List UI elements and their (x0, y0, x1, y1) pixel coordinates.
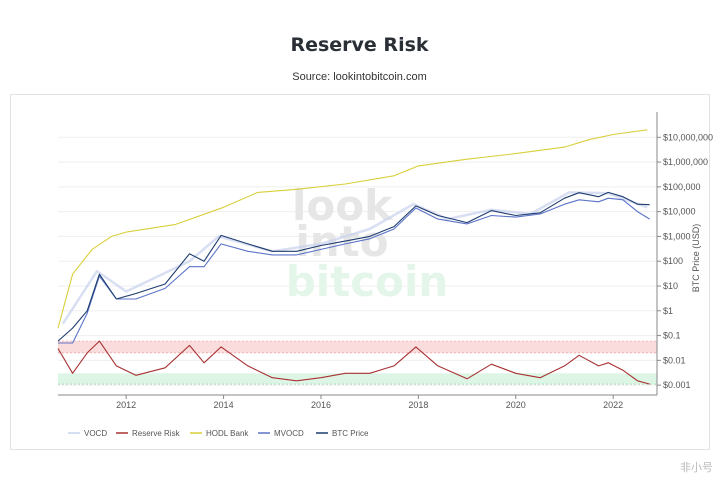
x-tick-label: 2014 (214, 400, 234, 410)
series-line-hodl-bank (57, 129, 648, 329)
legend-label-reserve-risk: Reserve Risk (132, 429, 181, 438)
band-red-zone (58, 341, 657, 353)
y-tick-label: $0.001 (663, 380, 691, 390)
legend: VOCD Reserve Risk HODL Bank MVOCD BTC Price (68, 429, 369, 438)
y-axis: $10,000,000 $1,000,000 $100,000 $10,000 $1,0… (656, 112, 713, 395)
legend-label-mvocd: MVOCD (274, 429, 304, 438)
legend-label-hodl-bank: HODL Bank (206, 429, 249, 438)
y-tick-label: $100 (663, 256, 683, 266)
y-tick-label: $1 (663, 306, 673, 316)
y-tick-label: $0.1 (663, 331, 681, 341)
y-axis-title: BTC Price (USD) (691, 224, 701, 293)
corner-watermark: 非小号 (680, 461, 713, 474)
chart-frame (10, 94, 710, 450)
x-tick-label: 2012 (116, 400, 136, 410)
y-tick-label: $10,000 (663, 207, 696, 217)
band-green-zone (58, 373, 657, 385)
watermark-look: look (292, 181, 393, 230)
y-tick-label: $1,000,000 (663, 157, 708, 167)
series-line-btc-price (57, 191, 650, 342)
x-tick-label: 2022 (603, 400, 623, 410)
x-tick-label: 2018 (408, 400, 428, 410)
series-line-mvocd (58, 197, 650, 344)
x-tick-label: 2020 (506, 400, 526, 410)
series-lines (57, 129, 650, 385)
zone-bands (58, 340, 657, 385)
y-tick-label: $1,000 (663, 231, 691, 241)
watermark-bitcoin: bitcoin (286, 257, 449, 306)
chart-subtitle: Source: lookintobitcoin.com (292, 71, 427, 83)
y-tick-label: $0.01 (663, 355, 686, 365)
series-line-vocd (61, 191, 648, 325)
series-line-reserve-risk (57, 340, 650, 385)
y-tick-label: $100,000 (663, 182, 701, 192)
chart-title: Reserve Risk (290, 34, 429, 56)
legend-label-btc-price: BTC Price (332, 429, 369, 438)
y-tick-label: $10,000,000 (663, 132, 713, 142)
y-tick-label: $10 (663, 281, 678, 291)
legend-label-vocd: VOCD (84, 429, 107, 438)
grid-lines (58, 136, 657, 386)
x-axis: 2012 2014 2016 2018 2020 2022 (58, 394, 657, 410)
watermark: look into bitcoin (286, 181, 449, 306)
x-tick-label: 2016 (311, 400, 331, 410)
